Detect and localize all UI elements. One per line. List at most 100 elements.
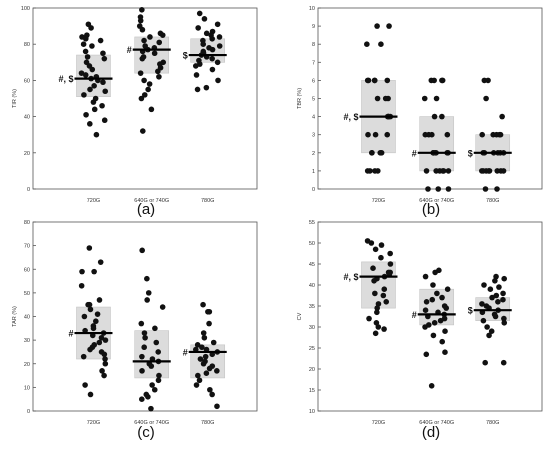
data-point [102, 356, 108, 362]
y-tick-label: 40 [309, 283, 315, 289]
data-point [372, 131, 379, 138]
data-point [101, 117, 108, 124]
data-point [89, 66, 96, 73]
y-tick-label: 0 [27, 187, 30, 193]
significance-annotation: # [68, 329, 73, 339]
data-point [431, 77, 437, 84]
y-tick-label: 15 [309, 388, 315, 394]
data-point [378, 242, 385, 248]
y-tick-label: 45 [309, 262, 315, 268]
data-point [91, 83, 97, 89]
data-point [151, 50, 158, 57]
data-point [139, 396, 145, 402]
data-point [86, 301, 93, 308]
data-point [203, 30, 210, 37]
data-point [99, 102, 105, 109]
data-point [199, 344, 205, 351]
data-point [87, 86, 93, 93]
significance-annotation: # [412, 148, 417, 158]
chart-panel-3: 0 10 20 30 40 50 60 70 80 TAR (%) 720G #640G or 740… [12, 220, 258, 441]
data-point [141, 92, 148, 98]
panel-label: (a) [137, 201, 155, 218]
data-point [499, 113, 505, 120]
data-point [201, 334, 208, 341]
data-point [373, 320, 380, 326]
data-point [138, 95, 145, 102]
data-point [207, 386, 213, 393]
data-point [216, 43, 223, 49]
significance-annotation: # [127, 45, 132, 55]
y-tick-label: 60 [24, 267, 30, 273]
data-point [96, 297, 103, 303]
data-point [439, 294, 445, 301]
data-point [200, 360, 207, 367]
chart-panel-4: 10 15 20 25 30 35 40 45 50 55 CV 720G #, $ 640G or 74… [297, 220, 543, 441]
data-point [139, 368, 145, 374]
data-point [203, 370, 210, 377]
data-point [87, 391, 94, 398]
data-point [378, 41, 384, 47]
data-point [206, 365, 213, 372]
data-point [368, 240, 375, 246]
data-point [428, 383, 435, 389]
data-point [433, 95, 440, 102]
y-tick-label: 50 [24, 291, 30, 297]
data-point [78, 70, 85, 76]
data-point [372, 330, 379, 337]
data-point [141, 344, 147, 351]
data-point [425, 186, 431, 192]
data-point [194, 342, 201, 348]
y-axis-label: TIR (%) [12, 89, 18, 108]
data-point [209, 55, 215, 62]
data-point [440, 168, 446, 174]
data-point [387, 250, 393, 257]
data-point [96, 339, 103, 346]
data-point [479, 131, 485, 138]
data-point [480, 317, 487, 324]
data-point [82, 72, 89, 78]
y-tick-label: 25 [309, 346, 315, 352]
plot-frame [32, 7, 258, 190]
data-point [91, 268, 97, 275]
data-point [423, 299, 430, 305]
data-point [375, 301, 382, 307]
data-point [203, 84, 210, 91]
data-point [80, 353, 87, 360]
data-point [100, 79, 106, 86]
data-point [139, 7, 145, 13]
data-point [148, 106, 155, 113]
data-point [196, 377, 203, 384]
data-point [155, 68, 161, 75]
y-tick-label: 20 [24, 362, 30, 368]
data-point [99, 368, 105, 374]
data-point [148, 363, 155, 369]
y-tick-label: 50 [309, 241, 315, 247]
significance-annotation: #, $ [343, 112, 358, 122]
panel-label: (c) [137, 424, 155, 441]
data-point [500, 290, 506, 297]
data-point [386, 23, 392, 29]
data-point [214, 21, 221, 28]
data-point [206, 320, 212, 327]
data-point [139, 128, 146, 134]
data-point [87, 121, 93, 127]
data-point [372, 246, 379, 253]
y-tick-label: 10 [24, 385, 30, 391]
data-point [383, 299, 390, 305]
data-point [365, 131, 371, 138]
data-point [480, 168, 486, 174]
data-point [152, 325, 158, 332]
data-point [139, 26, 146, 33]
data-point [155, 349, 162, 355]
data-point [139, 55, 146, 62]
data-point [147, 34, 153, 40]
data-point [435, 186, 442, 192]
significance-annotation: # [183, 347, 188, 357]
data-point [500, 296, 506, 303]
data-point [88, 25, 94, 31]
y-tick-label: 40 [24, 315, 30, 321]
y-tick-label: 5 [312, 97, 315, 103]
data-point [214, 59, 221, 66]
data-point [366, 315, 372, 322]
data-point [369, 150, 375, 156]
